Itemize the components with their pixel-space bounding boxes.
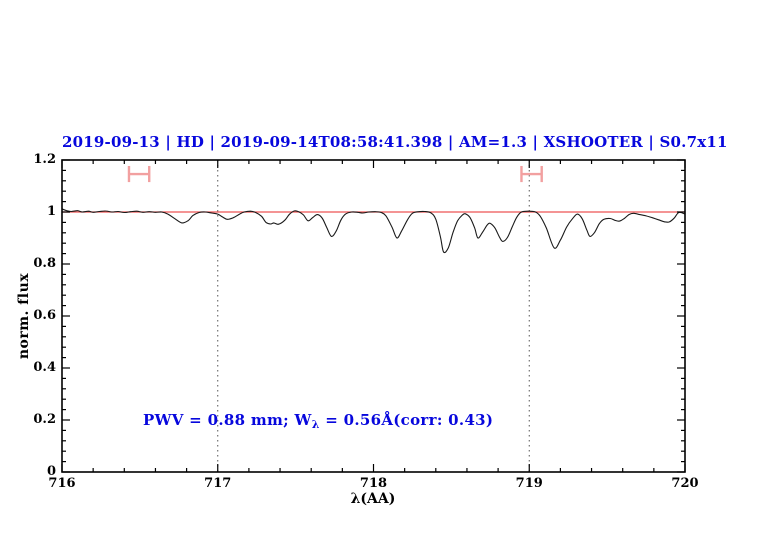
x-tick-label: 720 [671, 476, 699, 491]
x-tick-label: 719 [515, 476, 543, 491]
spectrum-line [61, 208, 686, 254]
y-tick-label: 0 [46, 464, 56, 479]
x-tick-label: 717 [204, 476, 232, 491]
y-tick-label: 0.2 [33, 412, 56, 427]
pwv-annotation: PWV = 0.88 mm; Wλ = 0.56Å(corr: 0.43) [143, 411, 493, 431]
x-tick-label: 718 [359, 476, 388, 491]
pwv-annotation-text-2: = 0.56Å(corr: 0.43) [319, 411, 494, 429]
plot-title: 2019-09-13 | HD | 2019-09-14T08:58:41.39… [62, 133, 728, 151]
x-tick-label: 716 [48, 476, 76, 491]
y-tick-label: 1.2 [33, 152, 56, 167]
x-axis-label: λ(AA) [350, 491, 396, 507]
pwv-annotation-text: PWV = 0.88 mm; W [143, 411, 312, 429]
y-tick-label: 0.4 [33, 360, 56, 375]
lambda-subscript: λ [311, 418, 320, 431]
y-tick-label: 0.6 [33, 308, 56, 323]
y-tick-label: 0.8 [33, 256, 56, 271]
y-tick-label: 1 [46, 204, 56, 219]
